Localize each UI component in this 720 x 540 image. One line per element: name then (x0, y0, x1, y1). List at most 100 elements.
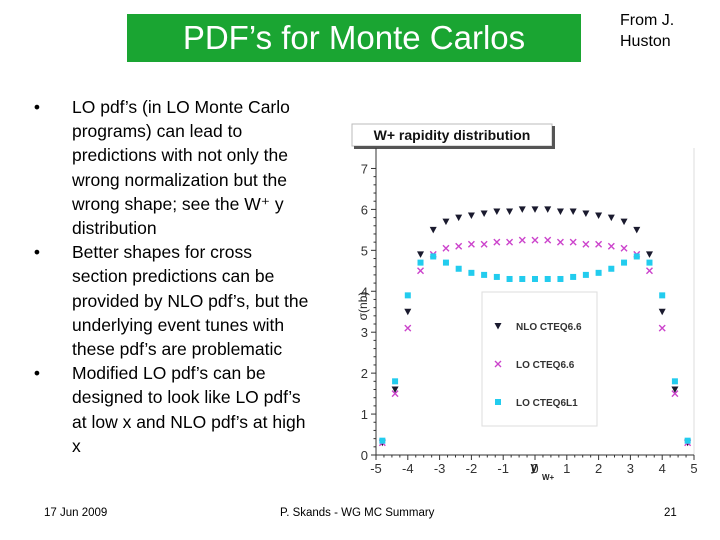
data-point (645, 251, 653, 258)
data-point (595, 212, 603, 220)
series-0 (378, 206, 692, 447)
data-point (404, 324, 412, 332)
data-point (391, 390, 399, 398)
y-tick-label: 4 (361, 284, 368, 299)
y-tick-label: 0 (361, 448, 368, 463)
data-point (556, 238, 564, 246)
x-tick-label: 1 (563, 461, 570, 476)
legend-marker (495, 399, 501, 405)
data-point (671, 386, 679, 394)
data-point (608, 265, 615, 272)
data-point (658, 308, 666, 316)
data-point (430, 253, 437, 260)
data-point (468, 269, 475, 276)
x-tick-label: -5 (370, 461, 382, 476)
data-point (659, 292, 666, 299)
data-point (493, 238, 501, 246)
chart-title: W+ rapidity distribution (374, 127, 531, 143)
x-ticks: -5 -4 -3 -2 -1 0 1 2 3 4 5 (370, 455, 698, 476)
data-point (556, 208, 564, 215)
x-tick-label: 4 (659, 461, 666, 476)
x-axis-label-sub: W+ (542, 473, 555, 482)
credit: From J. Huston (620, 10, 674, 52)
x-axis-label: y (530, 459, 538, 474)
data-point (595, 269, 602, 276)
y-tick-label: 6 (361, 202, 368, 217)
bullet-line: designed to look like LO pdf’s (72, 387, 301, 408)
x-tick-label: 3 (627, 461, 634, 476)
data-point (467, 212, 475, 220)
bullet-item: • Better shapes for cross section predic… (30, 240, 350, 361)
data-point (480, 210, 488, 217)
legend-label: LO CTEQ6L1 (516, 398, 578, 409)
legend: NLO CTEQ6.6 LO CTEQ6.6 LO CTEQ6L1 (494, 322, 582, 409)
data-point (519, 275, 526, 282)
page-number: 21 (664, 507, 677, 519)
x-tick-label: 0 (531, 461, 538, 476)
y-ticks: 0 1 2 3 4 5 6 7 (361, 161, 376, 463)
data-point (621, 259, 628, 266)
data-point (506, 238, 514, 246)
bullet-line: at low x and NLO pdf’s at high (72, 411, 306, 432)
data-point (532, 275, 538, 282)
series-2 (379, 253, 691, 444)
data-point (620, 244, 628, 252)
data-point (531, 236, 539, 244)
data-point (467, 240, 475, 248)
data-point (392, 378, 399, 385)
data-point (429, 226, 437, 234)
data-point (442, 244, 450, 252)
data-point (404, 292, 411, 299)
data-point (633, 226, 641, 234)
bullet-line: wrong shape; see the W⁺ y (72, 193, 284, 214)
bullet-icon: • (33, 363, 41, 384)
data-point (391, 386, 399, 394)
chart-title-shadow (552, 126, 555, 148)
data-point (417, 267, 425, 275)
data-point (455, 265, 462, 272)
data-point (506, 275, 513, 282)
legend-marker (494, 360, 502, 368)
y-tick-label: 2 (361, 366, 368, 381)
bullet-line: wrong normalization but the (72, 169, 287, 190)
data-point (518, 206, 526, 213)
credit-line: Huston (620, 33, 671, 50)
data-point (557, 275, 564, 282)
data-point (607, 242, 615, 250)
data-point (493, 273, 500, 280)
data-point (442, 218, 450, 226)
bullet-line: programs) can lead to (72, 121, 243, 142)
data-point (582, 240, 590, 248)
data-point (417, 251, 425, 258)
bullet-item: • LO pdf’s (in LO Monte Carlo programs) … (30, 95, 350, 240)
data-point (379, 437, 386, 444)
data-points (378, 206, 692, 447)
data-point (620, 218, 628, 226)
bullet-line: LO pdf’s (in LO Monte Carlo (72, 97, 290, 117)
data-point (417, 259, 424, 266)
bullet-line: section predictions can be (72, 266, 275, 287)
bullet-line: distribution (72, 218, 157, 239)
data-point (480, 240, 488, 248)
data-point (671, 378, 678, 385)
data-point (531, 206, 539, 213)
credit-line: From J. (620, 12, 675, 29)
title-banner: PDF’s for Monte Carlos (127, 14, 581, 62)
bullet-list: • LO pdf’s (in LO Monte Carlo programs) … (30, 95, 350, 458)
data-point (506, 208, 514, 215)
legend-marker (494, 323, 502, 330)
data-point (569, 238, 577, 246)
rapidity-chart: W+ rapidity distribution 0 1 2 3 4 5 6 7 -5 -4 -3… (351, 123, 698, 482)
data-point (442, 259, 449, 266)
bullet-line: these pdf’s are problematic (72, 339, 283, 360)
data-point (569, 208, 577, 215)
bullet-item: • Modified LO pdf’s can be designed to l… (30, 361, 350, 458)
data-point (582, 271, 589, 278)
y-axis-label: σ(nb) (356, 292, 370, 321)
y-tick-label: 5 (361, 243, 368, 258)
y-tick-label: 1 (361, 407, 368, 422)
data-point (455, 214, 463, 222)
series-1 (378, 236, 692, 447)
bullet-line: underlying event tunes with (72, 314, 285, 335)
x-tick-label: -4 (402, 461, 414, 476)
